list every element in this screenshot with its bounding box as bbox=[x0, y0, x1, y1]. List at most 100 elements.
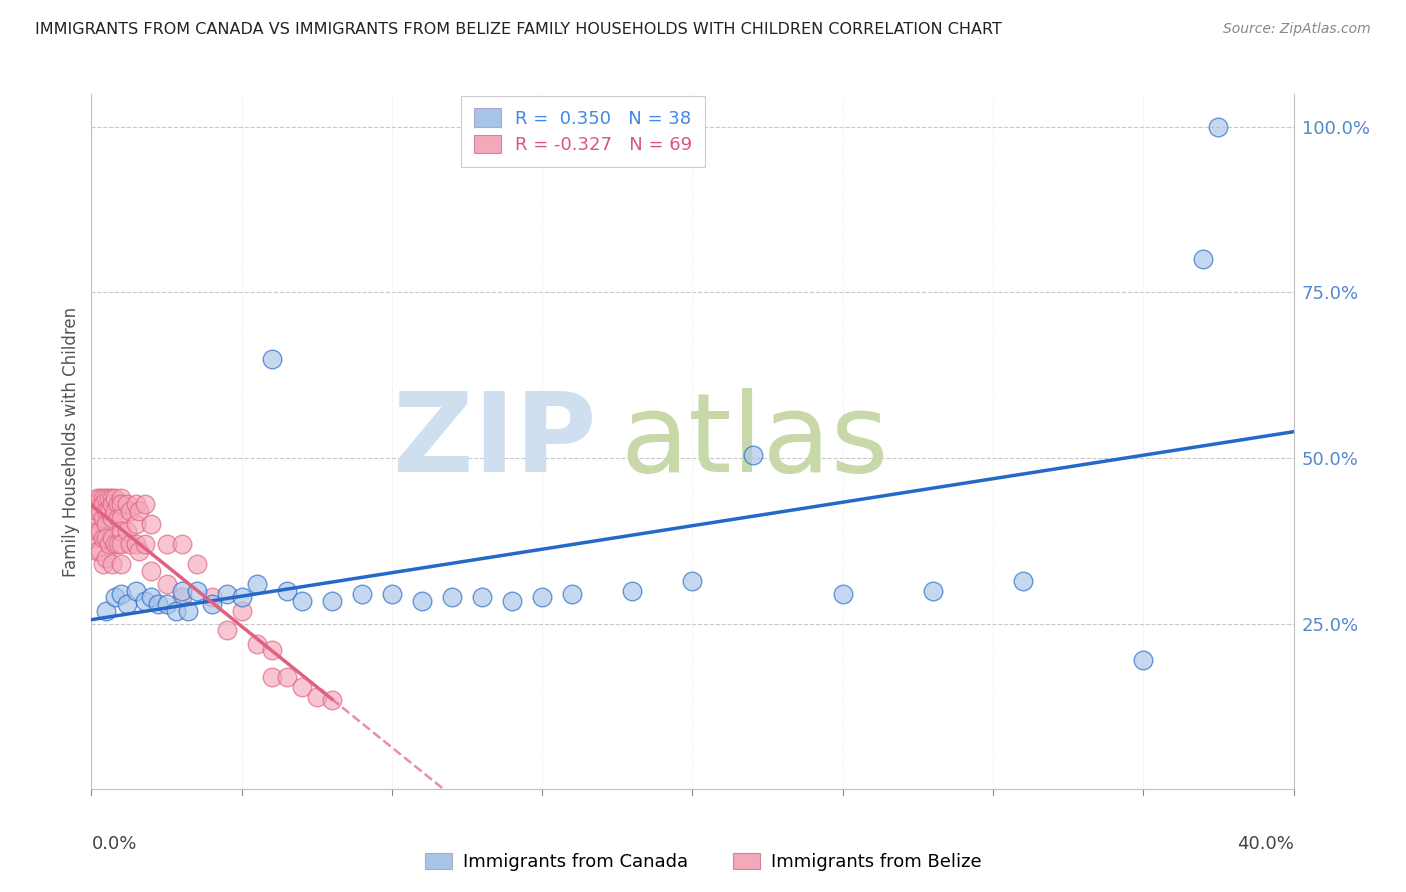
Point bbox=[101, 557, 124, 571]
Point bbox=[93, 531, 115, 545]
Point bbox=[246, 637, 269, 651]
Point bbox=[260, 643, 283, 657]
Point bbox=[107, 537, 129, 551]
Point bbox=[96, 504, 118, 518]
Point bbox=[440, 591, 463, 605]
Point bbox=[96, 603, 118, 617]
Text: IMMIGRANTS FROM CANADA VS IMMIGRANTS FROM BELIZE FAMILY HOUSEHOLDS WITH CHILDREN: IMMIGRANTS FROM CANADA VS IMMIGRANTS FRO… bbox=[35, 22, 1002, 37]
Point bbox=[170, 537, 193, 551]
Y-axis label: Family Households with Children: Family Households with Children bbox=[62, 307, 80, 576]
Point bbox=[922, 583, 945, 598]
Point bbox=[305, 690, 328, 704]
Point bbox=[117, 597, 139, 611]
Point bbox=[98, 537, 121, 551]
Point bbox=[155, 597, 177, 611]
Point bbox=[155, 537, 177, 551]
Point bbox=[101, 510, 124, 524]
Point bbox=[125, 517, 148, 532]
Point bbox=[86, 544, 108, 558]
Point bbox=[89, 524, 111, 538]
Point bbox=[104, 591, 127, 605]
Text: 0.0%: 0.0% bbox=[91, 835, 136, 853]
Point bbox=[186, 557, 208, 571]
Point bbox=[1012, 574, 1035, 588]
Point bbox=[831, 587, 853, 601]
Point bbox=[101, 531, 124, 545]
Point bbox=[125, 583, 148, 598]
Point bbox=[276, 670, 298, 684]
Point bbox=[89, 491, 111, 505]
Point bbox=[86, 524, 108, 538]
Point bbox=[561, 587, 583, 601]
Point bbox=[96, 531, 118, 545]
Point bbox=[107, 510, 129, 524]
Point bbox=[321, 593, 343, 607]
Point bbox=[1192, 252, 1215, 267]
Point bbox=[93, 557, 115, 571]
Point bbox=[276, 583, 298, 598]
Point bbox=[215, 624, 238, 638]
Point bbox=[110, 537, 132, 551]
Point bbox=[134, 593, 156, 607]
Point bbox=[93, 498, 115, 512]
Point bbox=[621, 583, 644, 598]
Point bbox=[89, 544, 111, 558]
Point bbox=[501, 593, 523, 607]
Legend: R =  0.350   N = 38, R = -0.327   N = 69: R = 0.350 N = 38, R = -0.327 N = 69 bbox=[461, 95, 704, 167]
Point bbox=[98, 491, 121, 505]
Text: ZIP: ZIP bbox=[392, 388, 596, 495]
Point bbox=[741, 448, 763, 462]
Point bbox=[96, 491, 118, 505]
Point bbox=[86, 504, 108, 518]
Point bbox=[83, 498, 105, 512]
Point bbox=[215, 587, 238, 601]
Point bbox=[93, 510, 115, 524]
Point bbox=[128, 504, 150, 518]
Point bbox=[1208, 120, 1230, 134]
Text: 40.0%: 40.0% bbox=[1237, 835, 1294, 853]
Point bbox=[381, 587, 404, 601]
Point bbox=[83, 531, 105, 545]
Point bbox=[110, 587, 132, 601]
Point bbox=[104, 537, 127, 551]
Point bbox=[89, 504, 111, 518]
Point bbox=[107, 498, 129, 512]
Point bbox=[201, 591, 224, 605]
Point bbox=[98, 504, 121, 518]
Point bbox=[146, 597, 169, 611]
Point bbox=[471, 591, 494, 605]
Point bbox=[117, 498, 139, 512]
Point bbox=[170, 591, 193, 605]
Point bbox=[110, 524, 132, 538]
Legend: Immigrants from Canada, Immigrants from Belize: Immigrants from Canada, Immigrants from … bbox=[418, 846, 988, 879]
Point bbox=[321, 693, 343, 707]
Point bbox=[165, 603, 187, 617]
Point bbox=[134, 498, 156, 512]
Point bbox=[101, 491, 124, 505]
Point bbox=[101, 498, 124, 512]
Point bbox=[93, 491, 115, 505]
Point bbox=[125, 537, 148, 551]
Point bbox=[120, 537, 142, 551]
Point bbox=[531, 591, 554, 605]
Point bbox=[291, 593, 314, 607]
Point bbox=[1132, 653, 1154, 667]
Point bbox=[134, 537, 156, 551]
Point bbox=[83, 510, 105, 524]
Point bbox=[128, 544, 150, 558]
Point bbox=[170, 583, 193, 598]
Point bbox=[231, 591, 253, 605]
Point bbox=[110, 498, 132, 512]
Point bbox=[350, 587, 373, 601]
Point bbox=[201, 597, 224, 611]
Point bbox=[96, 550, 118, 565]
Point bbox=[96, 517, 118, 532]
Point bbox=[411, 593, 433, 607]
Point bbox=[104, 491, 127, 505]
Point bbox=[155, 577, 177, 591]
Point bbox=[125, 498, 148, 512]
Point bbox=[110, 510, 132, 524]
Point bbox=[681, 574, 703, 588]
Point bbox=[260, 351, 283, 366]
Point bbox=[110, 557, 132, 571]
